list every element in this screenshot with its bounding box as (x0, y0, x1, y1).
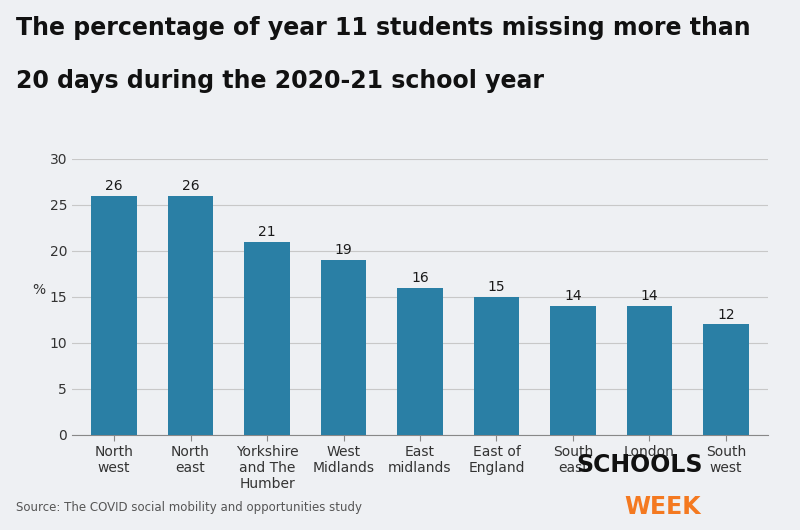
Text: 19: 19 (334, 243, 352, 257)
Text: WEEK: WEEK (624, 496, 701, 519)
Text: 20 days during the 2020-21 school year: 20 days during the 2020-21 school year (16, 69, 544, 93)
Bar (244, 242, 290, 435)
Bar (397, 288, 443, 435)
Text: 16: 16 (411, 271, 429, 285)
Text: 14: 14 (641, 289, 658, 303)
Text: 12: 12 (717, 307, 734, 322)
Bar (91, 196, 137, 435)
Bar (703, 324, 749, 435)
Text: 14: 14 (564, 289, 582, 303)
Text: 26: 26 (106, 179, 123, 193)
Text: SCHOOLS: SCHOOLS (576, 453, 702, 477)
Bar (474, 297, 519, 435)
Bar (550, 306, 596, 435)
Text: 21: 21 (258, 225, 276, 239)
Bar (321, 260, 366, 435)
Text: The percentage of year 11 students missing more than: The percentage of year 11 students missi… (16, 16, 750, 40)
Y-axis label: %: % (32, 283, 45, 297)
Bar (626, 306, 672, 435)
Bar (168, 196, 214, 435)
Text: 26: 26 (182, 179, 199, 193)
Text: Source: The COVID social mobility and opportunities study: Source: The COVID social mobility and op… (16, 501, 362, 514)
Text: 15: 15 (488, 280, 506, 294)
